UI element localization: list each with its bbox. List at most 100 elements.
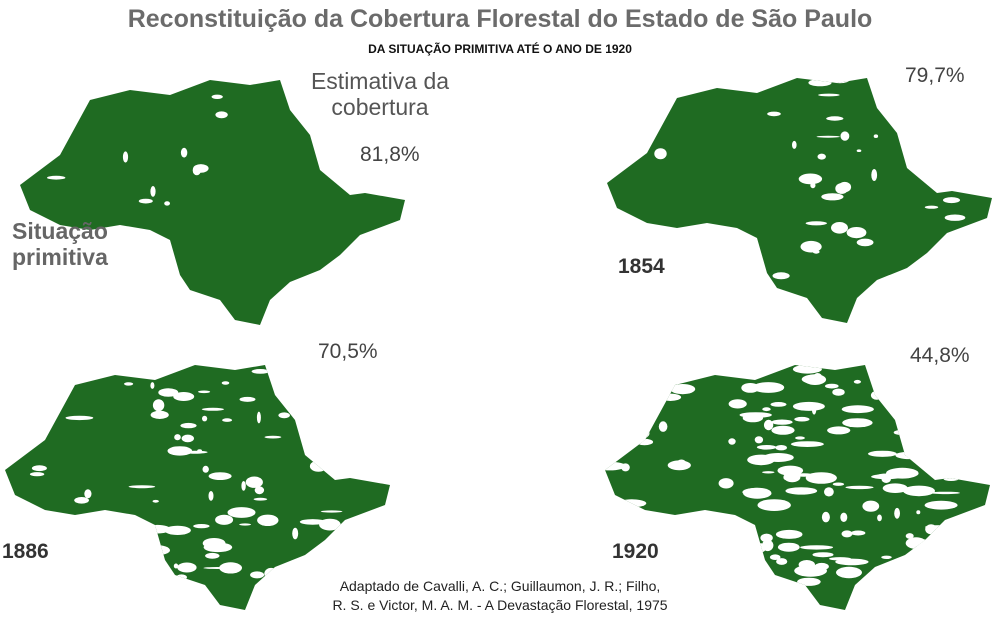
clearing: [825, 383, 839, 389]
clearing: [164, 525, 191, 535]
clearing: [254, 486, 265, 495]
clearing: [832, 388, 845, 396]
clearing: [264, 435, 282, 439]
clearing: [320, 510, 343, 513]
clearing: [903, 485, 935, 497]
clearing: [805, 221, 827, 226]
clearing: [877, 384, 904, 388]
clearing: [65, 294, 77, 299]
clearing: [840, 512, 848, 522]
clearing: [831, 222, 848, 234]
panel-label: Situação primitiva: [12, 218, 108, 271]
clearing: [47, 175, 66, 180]
clearing: [128, 485, 156, 489]
clearing: [946, 547, 951, 559]
clearing: [905, 537, 927, 549]
clearing: [55, 127, 67, 131]
clearing: [180, 422, 197, 429]
clearing: [795, 436, 805, 440]
clearing: [742, 413, 764, 423]
clearing: [853, 379, 861, 384]
clearing: [919, 260, 927, 267]
clearing: [827, 365, 838, 368]
clearing: [912, 563, 940, 567]
clearing: [292, 527, 299, 540]
clearing: [202, 415, 208, 422]
clearing: [792, 401, 825, 411]
clearing: [757, 499, 791, 511]
clearing: [245, 476, 263, 488]
clearing: [621, 463, 630, 472]
clearing: [798, 173, 823, 185]
clearing: [801, 374, 826, 384]
clearing: [754, 436, 764, 444]
clearing: [177, 562, 197, 573]
clearing: [664, 530, 688, 540]
clearing: [741, 383, 760, 393]
clearing: [222, 418, 233, 422]
clearing: [816, 135, 840, 138]
clearing: [658, 421, 668, 432]
clearing: [846, 227, 867, 239]
clearing: [753, 543, 767, 553]
clearing: [278, 412, 291, 419]
clearing: [681, 559, 692, 571]
clearing: [835, 183, 849, 194]
clearing: [215, 514, 234, 525]
clearing: [821, 193, 844, 201]
clearing: [299, 519, 326, 525]
clearing: [250, 571, 265, 579]
clearing: [826, 116, 844, 121]
clearing: [173, 563, 179, 569]
clearing: [241, 481, 246, 491]
clearing: [642, 368, 653, 374]
clearing: [654, 85, 661, 88]
clearing: [17, 501, 31, 507]
clearing: [74, 497, 89, 504]
clearing: [29, 472, 45, 477]
clearing: [930, 491, 961, 495]
panel-label: 1920: [612, 540, 659, 563]
clearing: [626, 436, 635, 446]
clearing: [830, 78, 850, 84]
clearing: [290, 559, 301, 564]
clearing: [620, 410, 648, 414]
clearing: [86, 272, 98, 277]
clearing: [319, 518, 341, 531]
clearing: [762, 471, 775, 474]
clearing: [718, 567, 723, 574]
clearing: [904, 367, 923, 373]
clearing: [783, 474, 788, 480]
clearing: [835, 558, 869, 566]
clearing: [208, 472, 232, 480]
coverage: 70,5%: [318, 340, 378, 363]
clearing: [138, 198, 153, 204]
clearing: [944, 470, 961, 476]
clearing: [654, 517, 659, 528]
clearing: [659, 393, 682, 401]
clearing: [682, 518, 703, 522]
clearing: [827, 426, 851, 435]
clearing: [728, 438, 736, 445]
clearing: [752, 382, 785, 393]
clearing: [873, 134, 879, 138]
clearing: [743, 487, 772, 499]
clearing: [728, 399, 747, 409]
clearing: [150, 186, 156, 197]
clearing: [905, 533, 914, 539]
clearing: [845, 485, 874, 490]
clearing: [198, 390, 211, 394]
clearing: [690, 274, 707, 281]
clearing: [670, 384, 696, 395]
clearing: [818, 93, 840, 97]
clearing: [862, 500, 880, 512]
clearing: [174, 434, 181, 441]
clearing: [850, 530, 866, 536]
clearing: [221, 381, 230, 385]
clearing: [632, 427, 650, 439]
clearing: [817, 153, 826, 160]
clearing: [208, 491, 214, 501]
clearing: [924, 500, 958, 510]
